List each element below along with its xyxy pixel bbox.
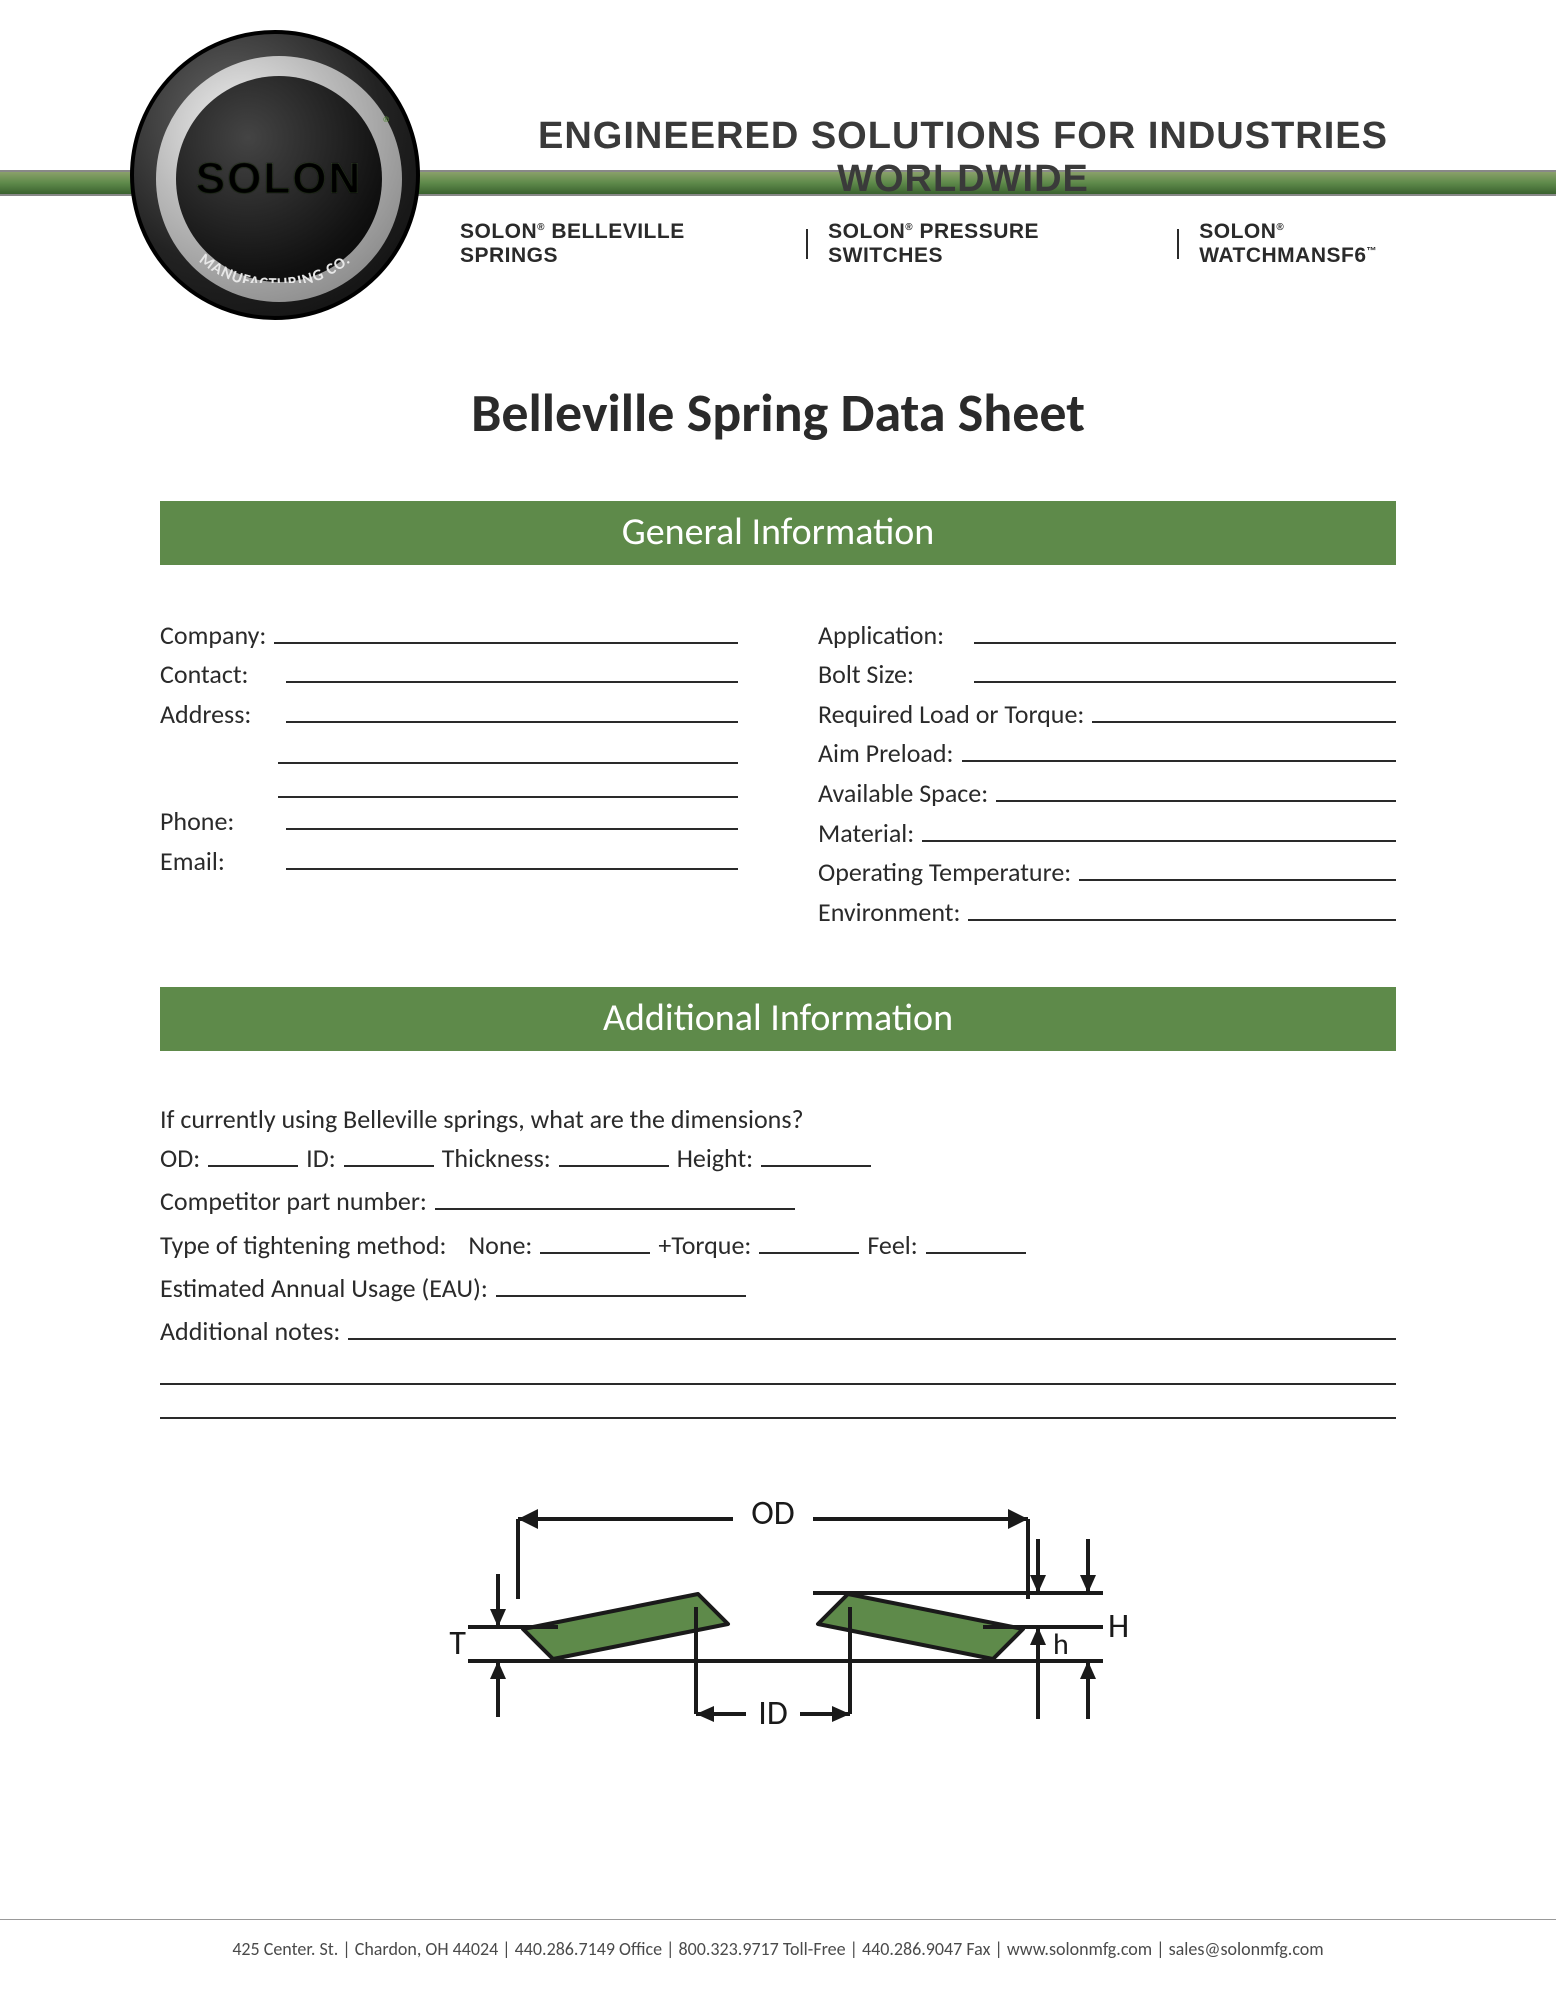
- field-address-2[interactable]: [278, 734, 738, 764]
- field-available-space[interactable]: Available Space:: [818, 773, 1396, 809]
- section-additional: Additional Information: [160, 987, 1396, 1051]
- svg-text:ID: ID: [758, 1693, 787, 1734]
- field-phone[interactable]: Phone:: [160, 802, 738, 838]
- field-environment[interactable]: Environment:: [818, 892, 1396, 928]
- field-notes[interactable]: Additional notes:: [160, 1312, 1396, 1351]
- additional-block: If currently using Belleville springs, w…: [160, 1101, 1396, 1419]
- field-material[interactable]: Material:: [818, 813, 1396, 849]
- product-watchman: SOLON® WATCHMANSF6™: [1199, 220, 1466, 268]
- page: SOLON ® MANUFACTURING CO. ENGINEERED SOL…: [0, 0, 1556, 2000]
- svg-text:MANUFACTURING CO.: MANUFACTURING CO.: [195, 250, 354, 283]
- divider-icon: [1177, 229, 1179, 259]
- product-belleville: SOLON® BELLEVILLE SPRINGS: [460, 220, 786, 268]
- general-right-col: Application: Bolt Size: Required Load or…: [818, 615, 1396, 932]
- product-pressure: SOLON® PRESSURE SWITCHES: [828, 220, 1157, 268]
- field-address-3[interactable]: [278, 768, 738, 798]
- row-tightening[interactable]: Type of tightening method: None: +Torque…: [160, 1225, 1396, 1264]
- page-title: Belleville Spring Data Sheet: [160, 380, 1396, 446]
- svg-text:OD: OD: [751, 1493, 794, 1534]
- product-line: SOLON® BELLEVILLE SPRINGS SOLON® PRESSUR…: [460, 220, 1466, 268]
- field-company[interactable]: Company:: [160, 615, 738, 651]
- logo: SOLON ® MANUFACTURING CO.: [130, 30, 420, 320]
- field-application[interactable]: Application:: [818, 615, 1396, 651]
- field-notes-3[interactable]: [160, 1389, 1396, 1419]
- field-op-temp[interactable]: Operating Temperature:: [818, 853, 1396, 889]
- field-competitor-part[interactable]: Competitor part number:: [160, 1182, 1396, 1221]
- general-info-grid: Company: Contact: Address: Phone: Email:…: [160, 615, 1396, 932]
- field-eau[interactable]: Estimated Annual Usage (EAU):: [160, 1268, 1396, 1307]
- svg-text:T: T: [449, 1623, 466, 1664]
- svg-text:H: H: [1108, 1606, 1129, 1647]
- divider-icon: [806, 229, 808, 259]
- spring-diagram: OD T: [160, 1479, 1396, 1759]
- general-left-col: Company: Contact: Address: Phone: Email:: [160, 615, 738, 932]
- field-aim-preload[interactable]: Aim Preload:: [818, 734, 1396, 770]
- q-dimensions: If currently using Belleville springs, w…: [160, 1101, 1396, 1139]
- footer: 425 Center. St. | Chardon, OH 44024 | 44…: [0, 1919, 1556, 1960]
- row-dimensions[interactable]: OD: ID: Thickness: Height:: [160, 1138, 1396, 1177]
- field-address[interactable]: Address:: [160, 694, 738, 730]
- field-notes-2[interactable]: [160, 1355, 1396, 1385]
- field-email[interactable]: Email:: [160, 841, 738, 877]
- section-general: General Information: [160, 501, 1396, 565]
- logo-registered-icon: ®: [383, 112, 392, 134]
- field-contact[interactable]: Contact:: [160, 655, 738, 691]
- logo-subtitle: MANUFACTURING CO.: [134, 243, 416, 288]
- field-bolt-size[interactable]: Bolt Size:: [818, 655, 1396, 691]
- field-required-load[interactable]: Required Load or Torque:: [818, 694, 1396, 730]
- svg-text:h: h: [1053, 1626, 1069, 1663]
- tagline: ENGINEERED SOLUTIONS FOR INDUSTRIES WORL…: [460, 115, 1466, 201]
- logo-text: SOLON: [196, 154, 362, 204]
